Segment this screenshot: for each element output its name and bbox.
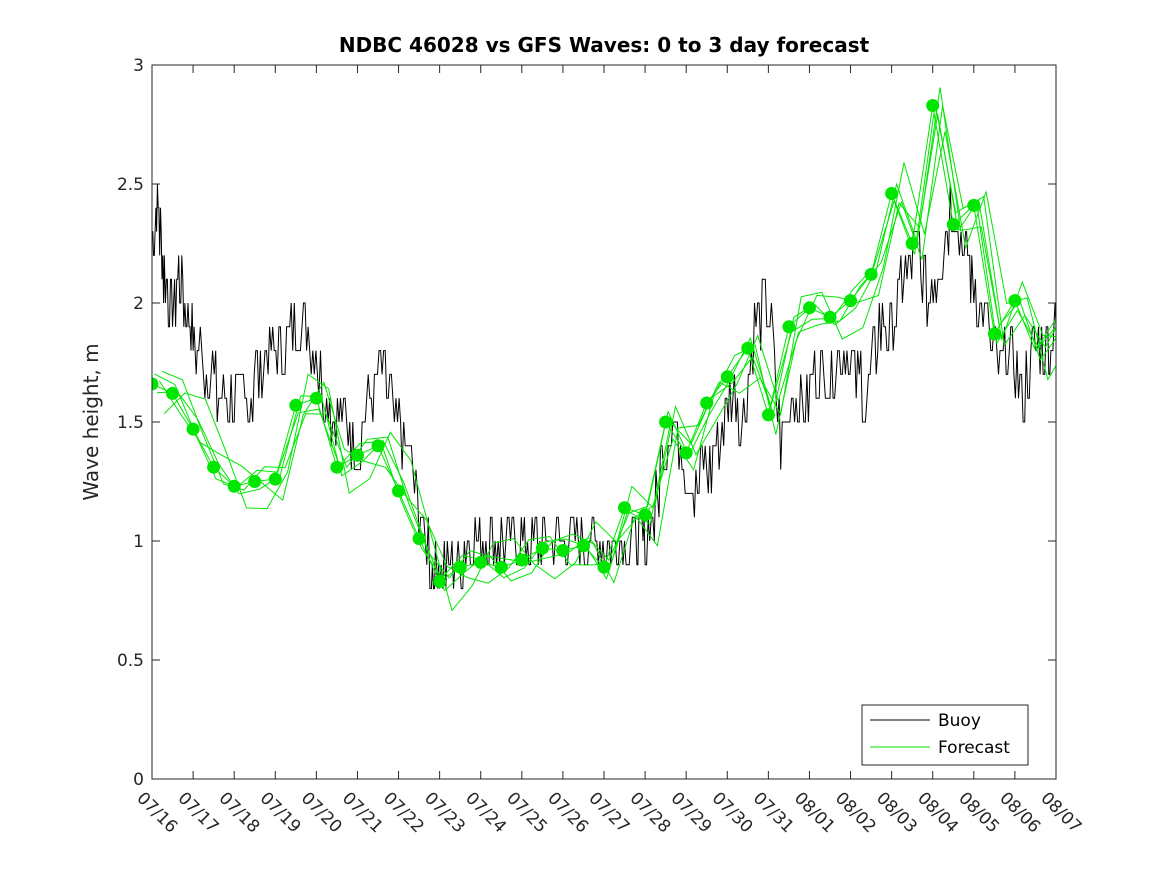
forecast-point: [494, 560, 508, 574]
y-tick-label: 2.5: [117, 175, 144, 195]
y-tick-label: 0.5: [117, 651, 144, 671]
y-tick-label: 0: [133, 770, 144, 790]
forecast-point: [679, 446, 693, 460]
forecast-point: [741, 341, 755, 355]
y-tick-label: 2: [133, 294, 144, 314]
forecast-point: [823, 310, 837, 324]
forecast-point: [844, 294, 857, 308]
forecast-series-line: [156, 114, 1056, 592]
forecast-series-line: [158, 87, 1056, 584]
legend-buoy-label: Buoy: [938, 711, 981, 731]
forecast-point: [289, 398, 303, 412]
series-group: [152, 87, 1056, 612]
forecast-point: [166, 386, 179, 400]
legend-box: [861, 704, 1029, 766]
forecast-point: [659, 415, 673, 429]
forecast-point: [946, 218, 960, 231]
forecast-point: [186, 422, 200, 436]
forecast-point: [597, 560, 611, 574]
forecast-point: [351, 448, 364, 462]
forecast-point: [433, 575, 447, 588]
forecast-series-line: [163, 131, 1056, 612]
forecast-point: [803, 301, 816, 315]
forecast-point: [515, 553, 529, 567]
plot-area: [152, 65, 1056, 779]
forecast-point: [371, 439, 385, 453]
forecast-point: [248, 475, 262, 488]
forecast-point: [1008, 294, 1022, 308]
y-axis-label: Wave height, m: [79, 343, 103, 500]
forecast-point: [618, 501, 631, 515]
forecast-point: [556, 544, 570, 557]
forecast-point: [577, 539, 590, 553]
forecast-point: [309, 391, 323, 405]
forecast-point: [864, 267, 878, 281]
forecast-point: [392, 484, 405, 498]
forecast-point: [987, 327, 1001, 341]
forecast-point: [926, 99, 940, 112]
forecast-point: [227, 479, 241, 493]
forecast-point: [207, 460, 221, 474]
forecast-point: [412, 532, 426, 546]
forecast-point: [967, 198, 981, 212]
series-layer: [152, 87, 1056, 612]
forecast-point: [474, 555, 488, 569]
forecast-point: [268, 472, 282, 486]
y-tick-label: 1.5: [117, 413, 144, 433]
forecast-point: [720, 370, 734, 384]
forecast-point: [535, 541, 549, 555]
y-tick-label: 1: [133, 532, 144, 552]
plot-frame: [151, 64, 1057, 780]
forecast-point: [700, 396, 714, 410]
forecast-point: [330, 460, 344, 474]
forecast-point: [782, 320, 796, 334]
forecast-point: [905, 237, 919, 250]
legend: Buoy Forecast: [861, 704, 1029, 766]
buoy-series-line: [152, 183, 1056, 590]
y-tick-label: 3: [133, 56, 144, 76]
forecast-point: [638, 508, 652, 522]
legend-forecast-label: Forecast: [938, 738, 1010, 758]
forecast-point: [761, 408, 775, 422]
forecast-point: [885, 187, 899, 200]
chart-title: NDBC 46028 vs GFS Waves: 0 to 3 day fore…: [339, 33, 870, 57]
forecast-point: [453, 560, 467, 574]
forecast-point: [152, 377, 159, 391]
